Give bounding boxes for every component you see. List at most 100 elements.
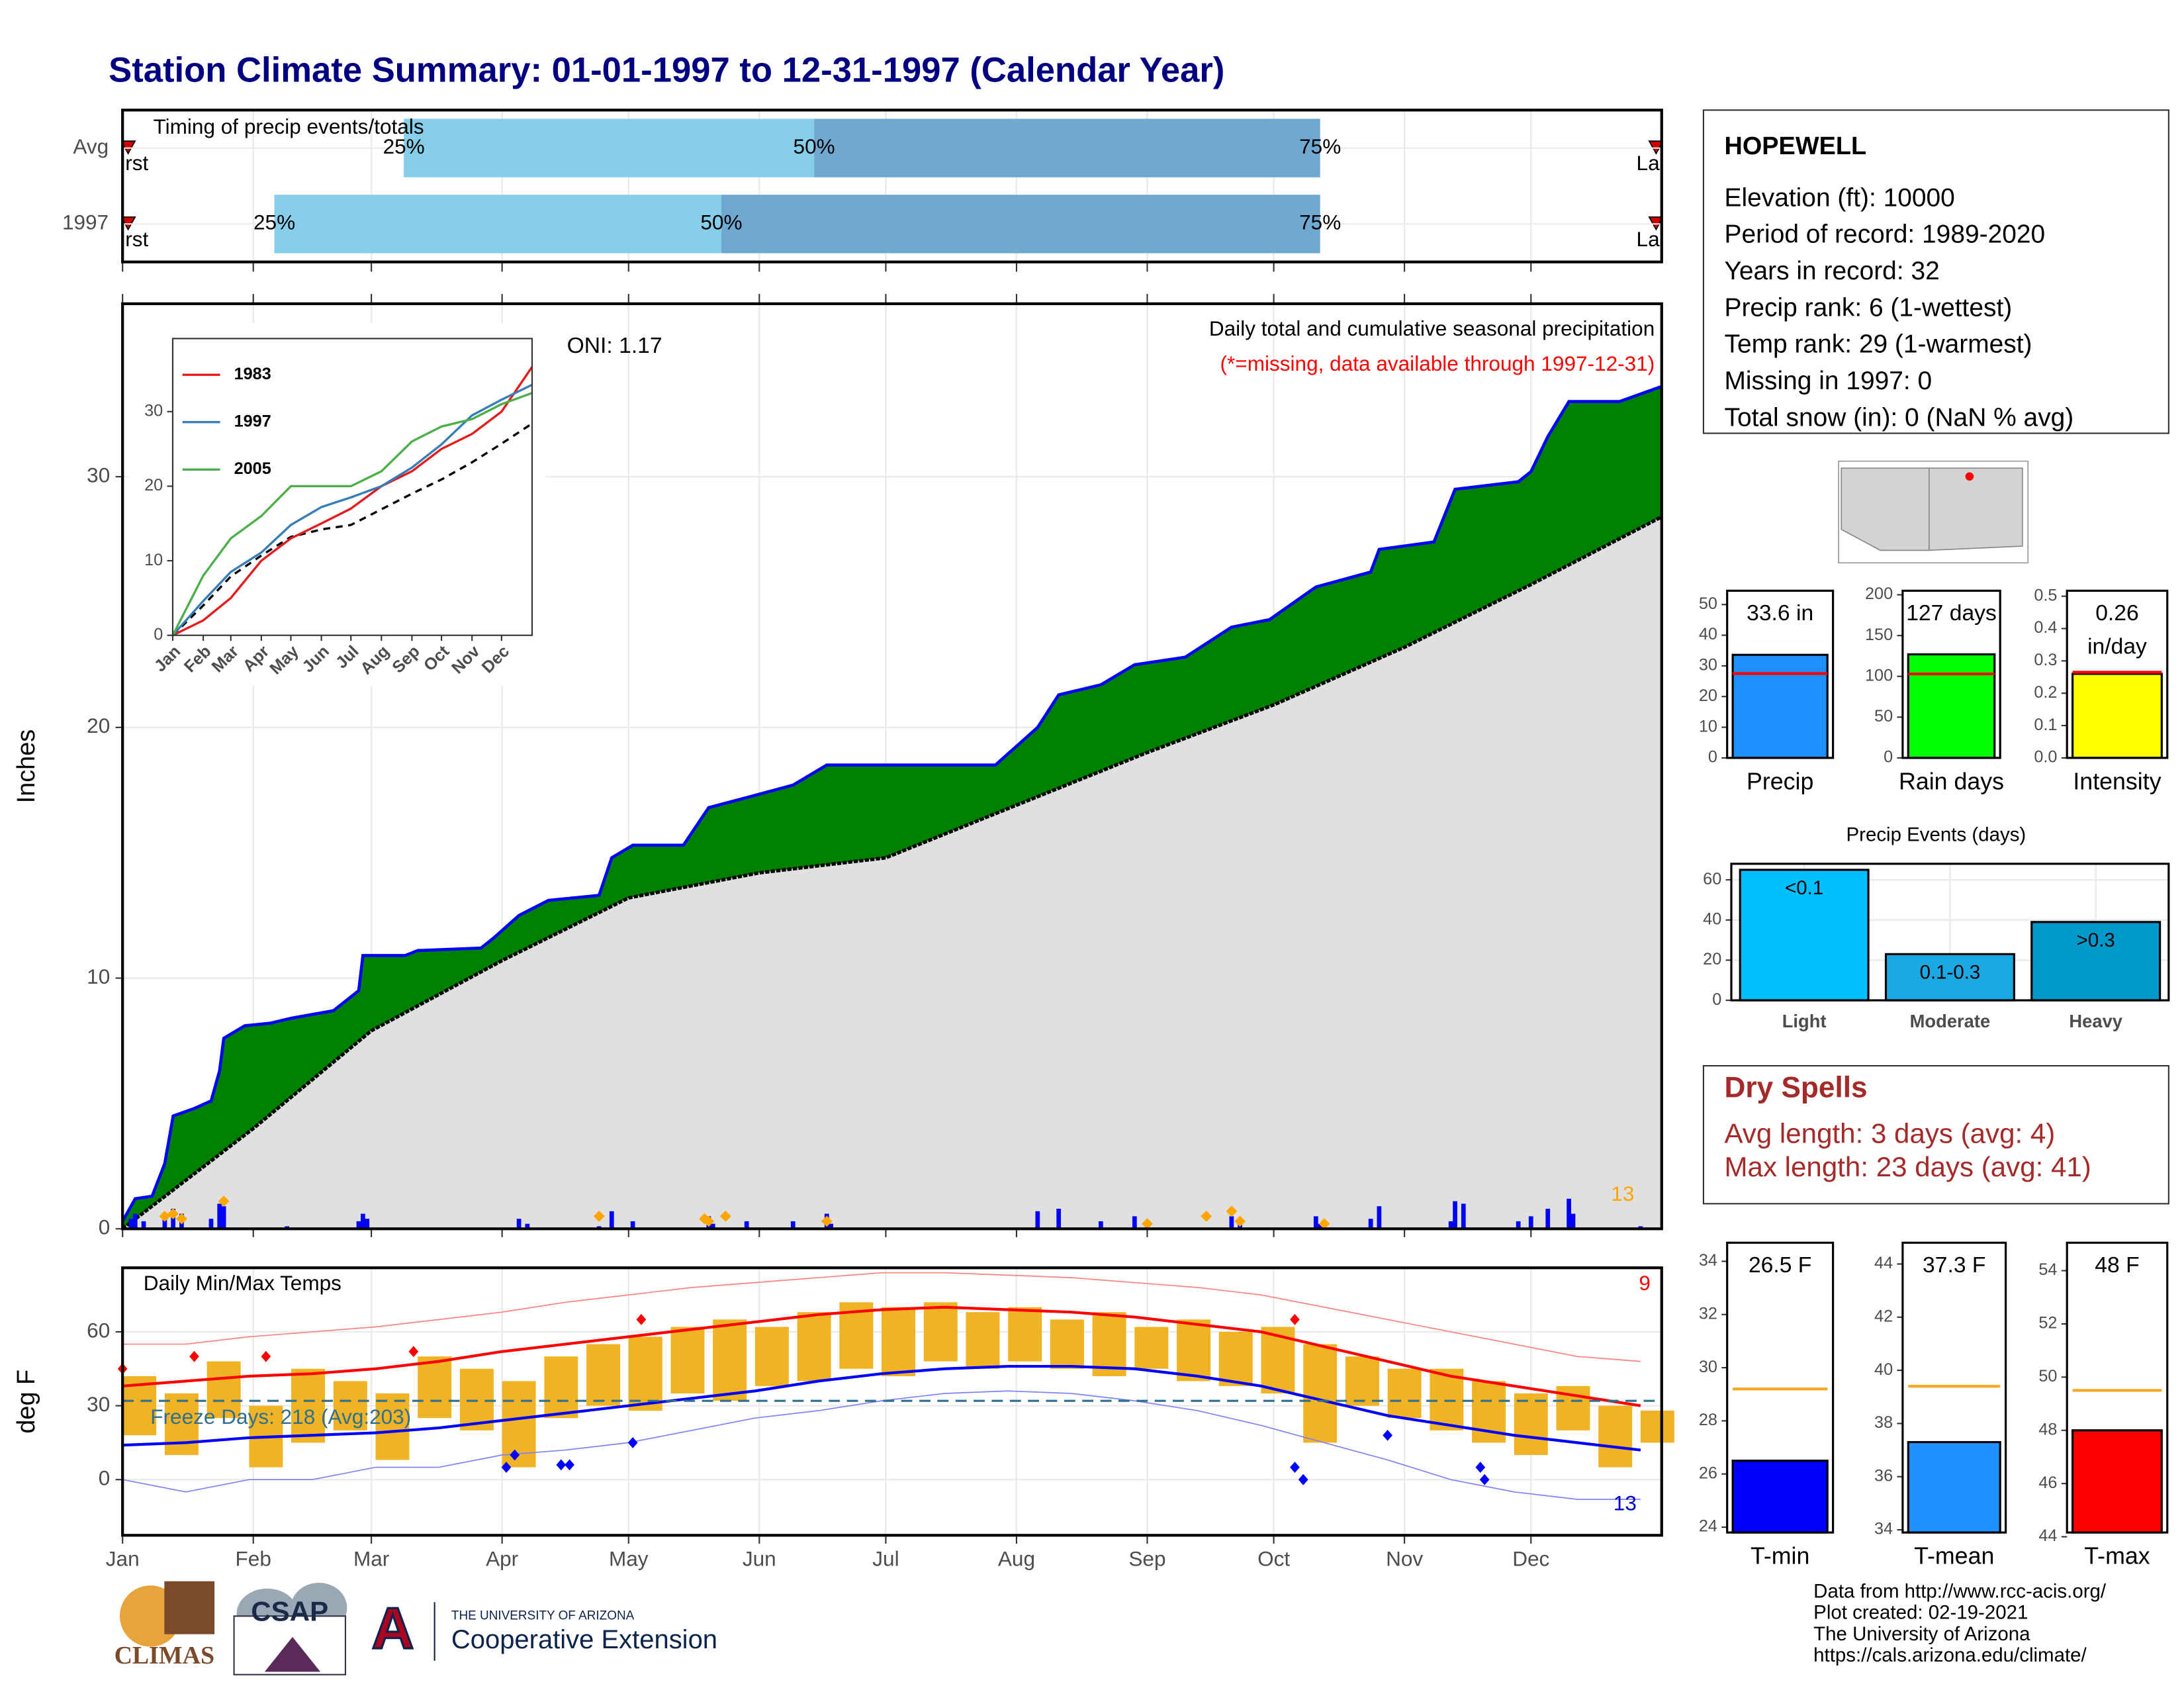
y-tick-label: 0.1	[2034, 716, 2057, 734]
category-label: Rain days	[1899, 768, 2004, 794]
daily-temp-bar	[586, 1344, 621, 1406]
daily-temp-bar	[164, 1393, 199, 1455]
y-tick-label: 32	[1699, 1304, 1717, 1323]
snow-marker	[719, 1210, 731, 1222]
bar-label: <0.1	[1785, 877, 1823, 899]
station-line: Temp rank: 29 (1-warmest)	[1724, 330, 2032, 359]
legend-label: 2005	[234, 459, 271, 478]
station-line: Years in record: 32	[1724, 257, 1939, 285]
snow-marker	[703, 1215, 715, 1227]
panel-border	[1726, 589, 1835, 759]
daily-precip-bar	[1056, 1208, 1062, 1229]
daily-precip-bar	[1516, 1221, 1521, 1229]
snow-marker	[1318, 1218, 1330, 1230]
y-tick-label: 0	[99, 1215, 111, 1239]
timing-clip: First Last First Last	[122, 140, 1662, 251]
station-line: Elevation (ft): 10000	[1724, 183, 1954, 212]
y-tick-label: 40	[1699, 625, 1717, 643]
record-marker	[510, 1449, 520, 1461]
station-box	[1702, 109, 2169, 434]
x-tick-label: Aug	[998, 1547, 1035, 1571]
y-tick-label: 0.3	[2034, 651, 2057, 669]
daily-precip-bar	[1099, 1221, 1103, 1229]
y-tick-label: 28	[1699, 1411, 1717, 1429]
quartile-label: 75%	[1299, 211, 1341, 234]
category-label: Moderate	[1910, 1011, 1991, 1031]
daily-temp-bar	[670, 1327, 705, 1393]
daily-precip-bar	[1570, 1213, 1576, 1229]
daily-precip-bar	[1448, 1221, 1453, 1229]
y-tick-label: 34	[1699, 1251, 1717, 1270]
snow-marker	[159, 1210, 171, 1222]
daily-precip-bar	[361, 1213, 365, 1229]
x-tick-label: Apr	[486, 1547, 518, 1571]
bar-label: >0.3	[2077, 929, 2115, 951]
count-label: 13	[1611, 1182, 1634, 1205]
daily-precip-bar	[162, 1216, 167, 1229]
y-tick-label: 0	[1884, 748, 1893, 767]
climas-logo-text: CLIMAS	[114, 1642, 215, 1669]
daily-temp-bar	[923, 1302, 958, 1362]
record-marker	[1298, 1474, 1308, 1485]
bar-label: 0.1-0.3	[1920, 962, 1981, 984]
record-marker	[261, 1350, 271, 1362]
daily-precip-bar	[128, 1219, 134, 1229]
daily-precip-bar	[1035, 1211, 1040, 1229]
y-tick-label: 50	[1874, 707, 1893, 726]
value-label: 0.26	[2095, 601, 2139, 626]
record-marker	[556, 1459, 567, 1471]
y-tick-label: 100	[1865, 666, 1893, 684]
bar	[2071, 1429, 2163, 1534]
value-label: in/day	[2087, 635, 2147, 659]
y-tick-label: 0.0	[2034, 748, 2057, 767]
value-label: 26.5 F	[1749, 1253, 1811, 1278]
footer-line: Data from http://www.rcc-acis.org/	[1813, 1580, 2107, 1602]
y-axis-label: deg F	[13, 1370, 40, 1434]
csap-logo-text: CSAP	[251, 1595, 328, 1626]
footer-line: https://cals.arizona.edu/climate/	[1813, 1644, 2087, 1666]
ua-name: THE UNIVERSITY OF ARIZONA	[451, 1609, 635, 1622]
y-tick-label: 30	[1699, 1358, 1717, 1376]
daily-precip-bar	[829, 1223, 833, 1229]
panel-border	[1901, 1241, 2007, 1534]
daily-temp-bar	[966, 1312, 1000, 1369]
footer-line: The University of Arizona	[1813, 1623, 2030, 1645]
category-label: 1997	[62, 211, 109, 234]
normal-area	[122, 516, 1662, 1229]
daily-temp-bar	[1430, 1368, 1464, 1430]
daily-temp-bar	[882, 1307, 916, 1376]
category-label: T-min	[1751, 1542, 1809, 1569]
record-marker	[1290, 1313, 1300, 1325]
panel-title: Daily Min/Max Temps	[144, 1271, 341, 1295]
daily-precip-bar	[1368, 1219, 1373, 1229]
daily-precip-bar	[790, 1221, 796, 1229]
quartile-label: 25%	[383, 134, 425, 158]
y-tick-label: 50	[2038, 1367, 2057, 1385]
dry-spells-box	[1702, 1064, 2169, 1205]
daily-temp-bar	[628, 1336, 662, 1411]
y-tick-label: 46	[2038, 1474, 2057, 1492]
temp-line	[122, 1272, 1641, 1362]
daily-precip-bar	[525, 1223, 530, 1229]
x-tick-label: Oct	[1257, 1547, 1290, 1571]
station-line: Missing in 1997: 0	[1724, 367, 1932, 395]
record-marker	[189, 1350, 199, 1362]
y-axis-label: Inches	[13, 729, 40, 804]
temp-line	[122, 1364, 1641, 1452]
bar	[1731, 1460, 1829, 1534]
series-line	[171, 383, 533, 636]
daily-precip-bar	[1453, 1201, 1457, 1229]
y-tick-label: 30	[144, 402, 163, 420]
snow-marker	[175, 1213, 187, 1225]
dry-spells-title: Dry Spells	[1724, 1072, 1867, 1104]
temp-line	[122, 1390, 1641, 1500]
record-marker	[408, 1346, 419, 1358]
page-title: Station Climate Summary: 01-01-1997 to 1…	[109, 50, 1224, 89]
daily-precip-bar	[630, 1221, 635, 1229]
x-tick-label: Jun	[743, 1547, 776, 1571]
y-tick-label: 40	[1874, 1360, 1893, 1379]
extension-name: Cooperative Extension	[451, 1625, 717, 1654]
y-tick-label: 34	[1874, 1520, 1893, 1538]
daily-precip-bar	[221, 1206, 226, 1229]
bar	[2030, 921, 2161, 1002]
